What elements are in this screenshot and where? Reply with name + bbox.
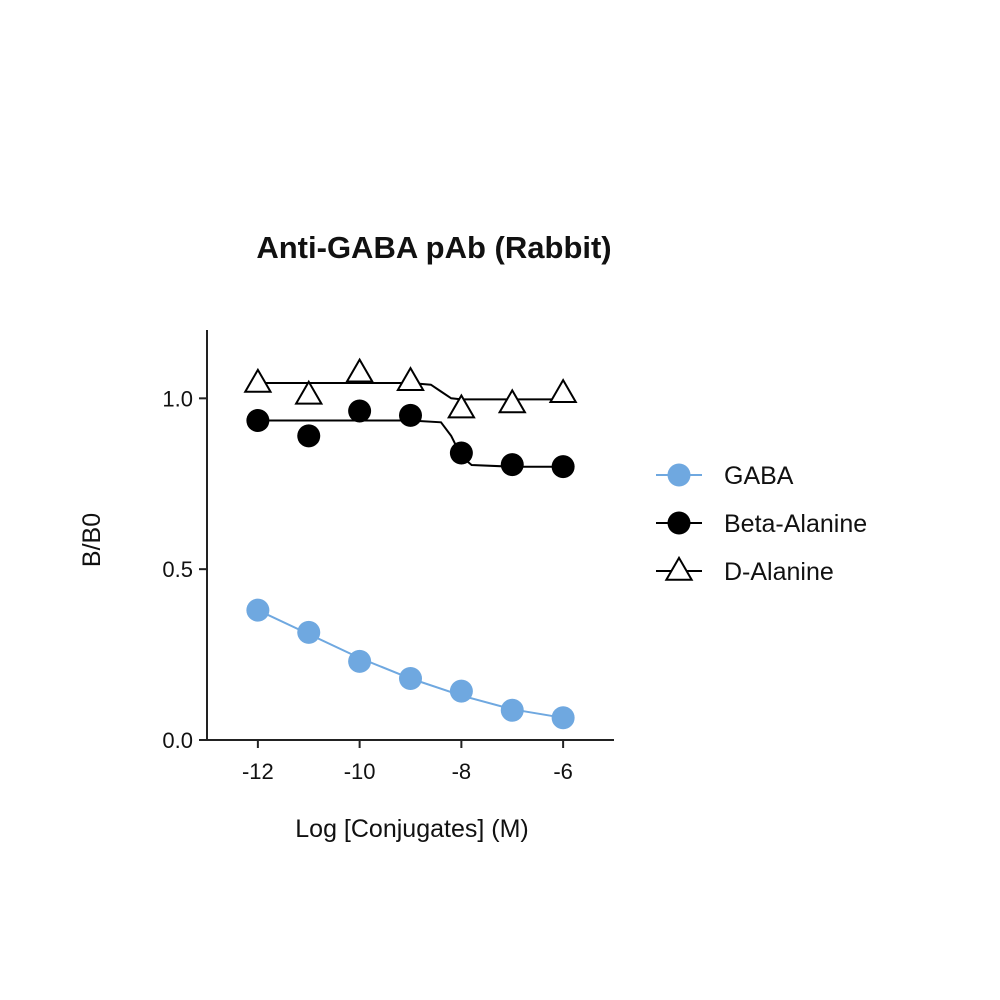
legend-beta-alanine-marker <box>667 511 691 535</box>
x-tick-label: -8 <box>452 759 472 784</box>
beta-alanine-point <box>297 424 321 448</box>
axes: 0.0 0.5 1.0 -12 -10 -8 -6 <box>162 330 614 784</box>
d-alanine-point <box>548 378 578 403</box>
gaba-point <box>551 706 575 730</box>
y-axis-label: B/B0 <box>78 513 106 567</box>
legend-gaba-label: GABA <box>724 462 794 490</box>
legend-beta-alanine-label: Beta-Alanine <box>724 510 867 538</box>
legend: GABA Beta-Alanine D-Alanine <box>656 462 867 586</box>
legend-d-alanine-marker <box>664 555 694 581</box>
gaba-point <box>246 598 270 622</box>
x-tick-label: -12 <box>242 759 274 784</box>
d-alanine-point <box>446 393 476 419</box>
beta-alanine-point <box>348 399 372 423</box>
gaba-point <box>449 679 473 703</box>
x-tick-label: -6 <box>553 759 573 784</box>
d-alanine-point <box>294 379 324 405</box>
x-axis-label: Log [Conjugates] (M) <box>295 815 528 843</box>
y-tick-label: 0.5 <box>162 557 193 582</box>
beta-alanine-point <box>399 403 422 427</box>
x-tick-label: -10 <box>344 759 376 784</box>
gaba-point <box>348 649 372 673</box>
gaba-point <box>297 620 321 644</box>
gaba-point <box>399 667 422 690</box>
beta-alanine-fit-line <box>257 419 564 468</box>
d-alanine-fit-line <box>257 382 564 401</box>
data-markers <box>243 357 578 730</box>
d-alanine-point <box>396 366 425 391</box>
gaba-point <box>500 698 524 722</box>
beta-alanine-point <box>500 453 524 477</box>
d-alanine-point <box>243 367 273 393</box>
legend-d-alanine-label: D-Alanine <box>724 558 834 586</box>
beta-alanine-point <box>551 455 575 479</box>
d-alanine-point <box>497 388 527 414</box>
d-alanine-point <box>345 357 375 383</box>
beta-alanine-point <box>246 409 270 433</box>
chart-title: Anti-GABA pAb (Rabbit) <box>256 230 611 265</box>
y-tick-label: 0.0 <box>162 728 193 753</box>
y-tick-label: 1.0 <box>162 386 193 411</box>
beta-alanine-point <box>449 441 473 465</box>
legend-gaba-marker <box>667 463 691 487</box>
